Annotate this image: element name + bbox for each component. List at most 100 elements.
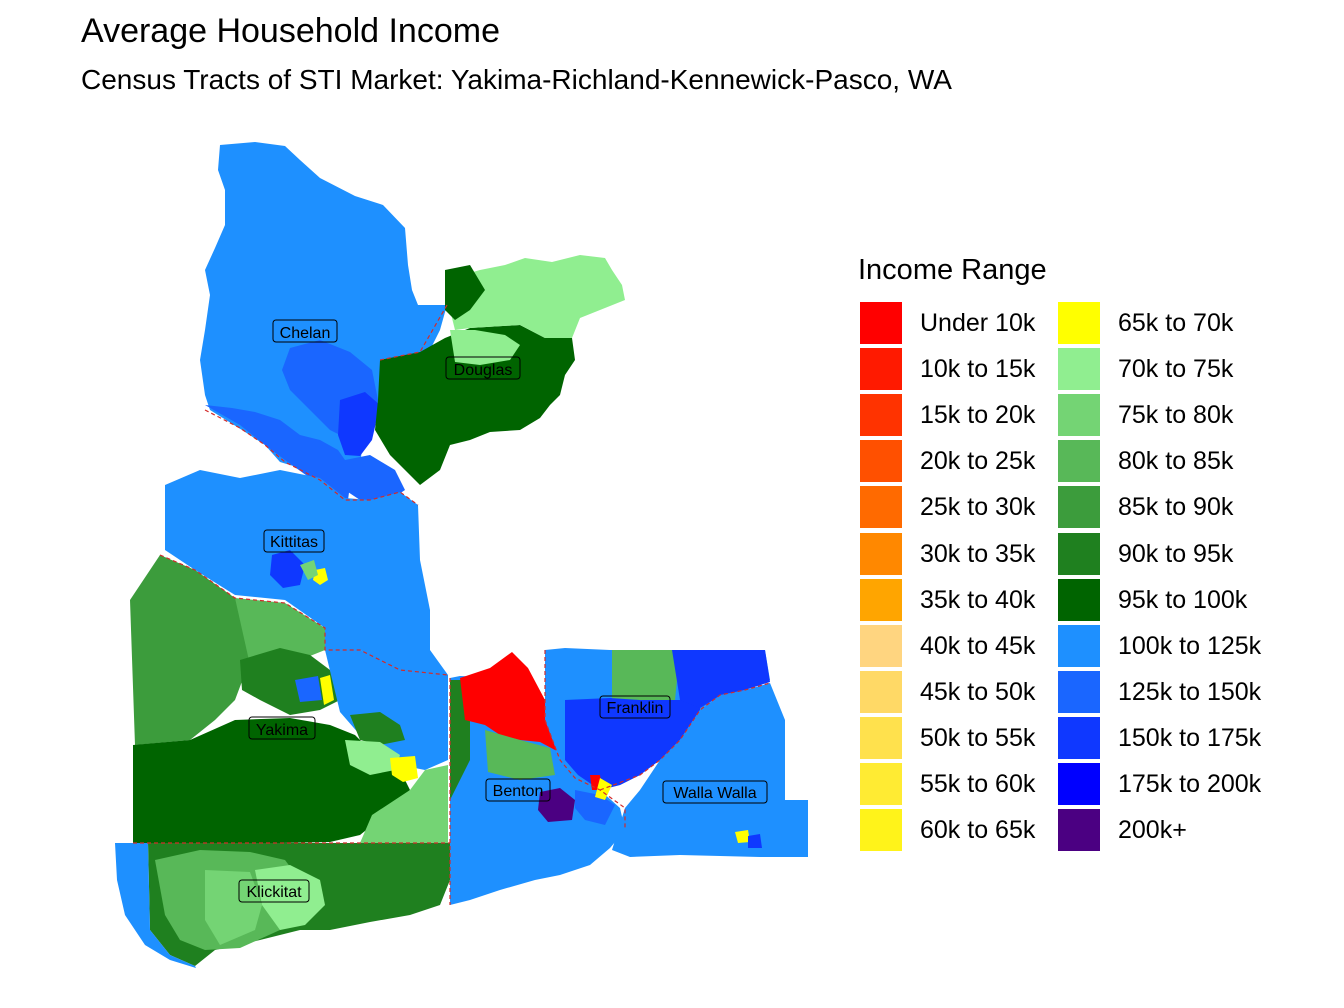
- legend-label: 95k to 100k: [1118, 585, 1248, 614]
- legend-item: 100k to 125k: [1056, 623, 1266, 667]
- map-title: Average Household Income: [81, 12, 500, 50]
- county-labels: Chelan Douglas Kittitas Yakima Franklin …: [238, 319, 768, 903]
- legend-label: 175k to 200k: [1118, 770, 1262, 798]
- county-klickitat[interactable]: [115, 843, 450, 968]
- legend-label: 100k to 125k: [1118, 631, 1262, 660]
- legend-swatch: [860, 348, 902, 391]
- label-douglas: Douglas: [445, 356, 521, 380]
- label-walla-walla-text: Walla Walla: [673, 785, 756, 802]
- tract-chelan-main: [200, 142, 447, 500]
- legend-label: 45k to 50k: [920, 677, 1036, 706]
- legend-item: Under 10k: [858, 300, 1068, 344]
- legend-item: 150k to 175k: [1056, 715, 1266, 759]
- county-franklin[interactable]: [545, 648, 770, 800]
- tract-douglas-north: [445, 265, 485, 320]
- legend-swatch: [1058, 624, 1100, 667]
- legend-swatch: [860, 394, 902, 437]
- legend-item: 50k to 55k: [858, 715, 1068, 759]
- tract-kittitas-green: [300, 560, 318, 580]
- legend-title: Income Range: [858, 254, 1047, 286]
- legend-label: 150k to 175k: [1118, 723, 1262, 752]
- legend-label: 60k to 65k: [920, 816, 1036, 845]
- county-yakima[interactable]: [130, 555, 448, 843]
- label-chelan: Chelan: [272, 319, 338, 343]
- label-walla-walla: Walla Walla: [662, 780, 768, 804]
- tract-chelan-125-150: [205, 405, 352, 500]
- label-franklin: Franklin: [599, 695, 671, 719]
- choropleth-map: Chelan Douglas Kittitas Yakima Franklin …: [115, 142, 808, 968]
- legend-item: 65k to 70k: [1056, 300, 1266, 344]
- legend-item: 45k to 50k: [858, 669, 1068, 713]
- legend-item: 60k to 65k: [858, 807, 1068, 852]
- legend-swatch: [860, 578, 902, 621]
- tract-klickitat-70-75: [255, 865, 325, 930]
- tract-franklin-80-85: [612, 650, 680, 700]
- label-chelan-text: Chelan: [280, 325, 331, 342]
- legend-item: 75k to 80k: [1056, 392, 1266, 437]
- tract-franklin-175: [672, 650, 770, 708]
- tract-yakima-green-mid: [350, 712, 405, 745]
- tract-chelan-valley: [345, 455, 405, 500]
- legend-swatch: [860, 809, 902, 852]
- legend-swatch: [1058, 348, 1100, 391]
- tract-wallawalla-yellow: [735, 830, 750, 843]
- legend-item: 30k to 35k: [858, 531, 1068, 575]
- legend-item: 200k+: [1056, 807, 1266, 852]
- legend-label: 80k to 85k: [1118, 447, 1234, 476]
- legend-swatch: [1058, 440, 1100, 483]
- legend-label: 75k to 80k: [1118, 401, 1234, 430]
- label-franklin-text: Franklin: [607, 700, 664, 717]
- label-klickitat: Klickitat: [238, 879, 310, 903]
- legend-swatch: [1058, 809, 1100, 852]
- legend-label: 35k to 40k: [920, 585, 1036, 614]
- label-benton: Benton: [485, 778, 551, 802]
- legend-swatch: [1058, 486, 1100, 529]
- label-benton-text: Benton: [493, 783, 544, 800]
- tract-benton-red: [460, 652, 568, 755]
- legend-item: 175k to 200k: [1056, 761, 1266, 805]
- tract-douglas-70-75: [445, 255, 625, 338]
- tract-klickitat-west: [115, 843, 196, 968]
- map-subtitle: Census Tracts of STI Market: Yakima-Rich…: [81, 64, 952, 95]
- legend-swatch: [1058, 394, 1100, 437]
- legend-swatch: [1058, 716, 1100, 759]
- tract-klickitat-74: [205, 870, 262, 945]
- tract-wallawalla-blue: [748, 834, 762, 848]
- label-douglas-text: Douglas: [454, 362, 513, 379]
- legend-swatch: [860, 532, 902, 575]
- legend-swatch: [1058, 670, 1100, 713]
- tract-kittitas-ellensburg: [270, 550, 305, 588]
- tract-yakima-74: [360, 765, 448, 843]
- county-kittitas[interactable]: [165, 470, 448, 675]
- legend-label: 25k to 30k: [920, 493, 1036, 522]
- legend-swatch: [1058, 302, 1100, 344]
- legend-swatch: [1058, 532, 1100, 575]
- legend-item: 35k to 40k: [858, 577, 1068, 621]
- label-yakima: Yakima: [248, 716, 316, 740]
- county-benton[interactable]: [450, 652, 625, 905]
- tract-yakima-70-75: [345, 740, 400, 775]
- legend-label: 90k to 95k: [1118, 539, 1234, 568]
- legend-item: 55k to 60k: [858, 761, 1068, 805]
- legend: Income Range Under 10k 10k to 15k 15k to 2…: [858, 250, 1298, 860]
- legend-swatch: [860, 716, 902, 759]
- tract-benton-200k: [538, 788, 575, 822]
- tract-yakima-west: [130, 555, 260, 745]
- legend-label: 200k+: [1118, 816, 1187, 845]
- label-kittitas-text: Kittitas: [270, 534, 318, 551]
- county-douglas[interactable]: [375, 255, 625, 485]
- legend-label: Under 10k: [920, 309, 1036, 337]
- county-boundaries: [133, 304, 771, 905]
- legend-label: 10k to 15k: [920, 355, 1036, 384]
- legend-swatch: [860, 624, 902, 667]
- label-klickitat-text: Klickitat: [246, 884, 302, 901]
- legend-item: 70k to 75k: [1056, 346, 1266, 391]
- county-walla-walla[interactable]: [612, 683, 808, 857]
- tract-yakima-yellow-b: [390, 756, 418, 782]
- legend-item: 15k to 20k: [858, 392, 1068, 437]
- legend-swatch: [1058, 578, 1100, 621]
- legend-label: 70k to 75k: [1118, 355, 1234, 384]
- legend-label: 65k to 70k: [1118, 309, 1234, 337]
- county-chelan[interactable]: [200, 142, 447, 500]
- legend-label: 50k to 55k: [920, 723, 1036, 752]
